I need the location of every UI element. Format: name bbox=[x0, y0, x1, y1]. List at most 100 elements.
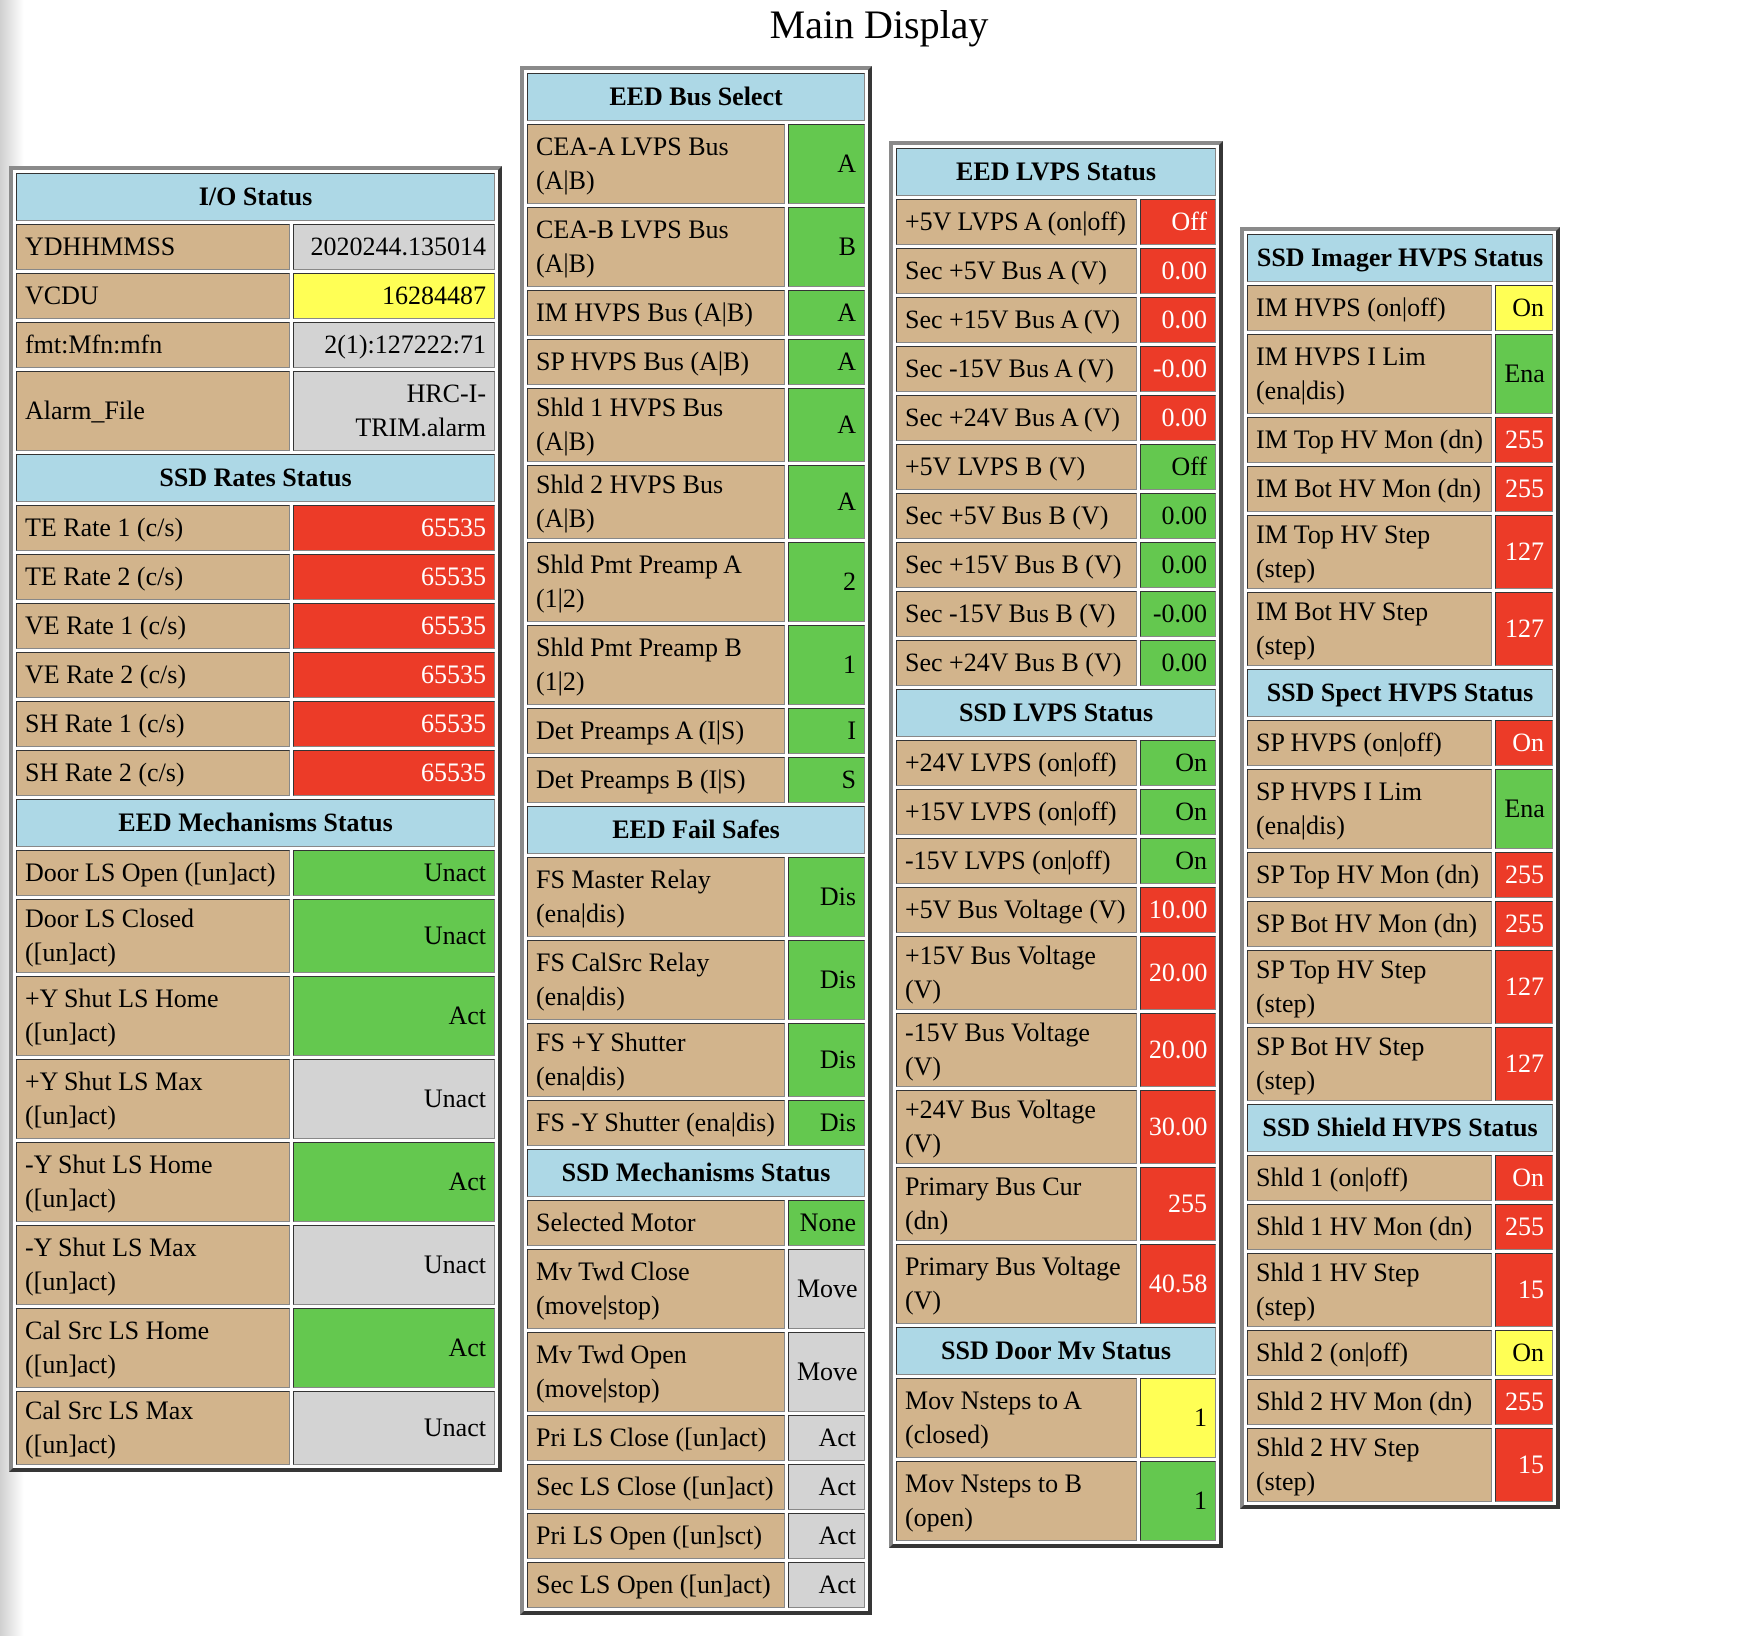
status-value: 40.58 bbox=[1139, 1244, 1216, 1324]
status-row: SH Rate 1 (c/s) 65535 bbox=[16, 701, 495, 747]
status-label: Primary Bus Voltage (V) bbox=[896, 1244, 1137, 1324]
status-row: Alarm_File HRC-I-TRIM.alarm bbox=[16, 371, 495, 451]
status-row: Pri LS Close ([un]act) Act bbox=[527, 1415, 865, 1461]
status-label: Sec +24V Bus B (V) bbox=[896, 640, 1137, 686]
status-row: Cal Src LS Max ([un]act) Unact bbox=[16, 1391, 495, 1465]
status-label: +24V LVPS (on|off) bbox=[896, 740, 1137, 786]
status-value: 0.00 bbox=[1139, 248, 1216, 294]
status-row: +Y Shut LS Max ([un]act) Unact bbox=[16, 1059, 495, 1139]
status-label: Sec LS Open ([un]act) bbox=[527, 1562, 785, 1608]
status-value: 30.00 bbox=[1139, 1090, 1216, 1164]
status-value: On bbox=[1139, 789, 1216, 835]
status-label: Sec +15V Bus A (V) bbox=[896, 297, 1137, 343]
status-value: 2(1):127222:71 bbox=[292, 322, 495, 368]
panel-eed-bus-failsafe-ssd-mech: EED Bus Select CEA-A LVPS Bus (A|B) A CEA-B… bbox=[520, 66, 872, 1615]
status-label: Shld 1 (on|off) bbox=[1247, 1155, 1493, 1201]
status-value: I bbox=[787, 708, 865, 754]
status-value: 16284487 bbox=[292, 273, 495, 319]
section-title-ssd-lvps-status: SSD LVPS Status bbox=[896, 689, 1216, 737]
status-label: Pri LS Close ([un]act) bbox=[527, 1415, 785, 1461]
section-title-ssd-spect-hvps-status: SSD Spect HVPS Status bbox=[1247, 669, 1553, 717]
status-row: -Y Shut LS Home ([un]act) Act bbox=[16, 1142, 495, 1222]
status-row: Sec +5V Bus B (V) 0.00 bbox=[896, 493, 1216, 539]
section-title-i-o-status: I/O Status bbox=[16, 173, 495, 221]
status-value: Dis bbox=[787, 940, 865, 1020]
status-row: Pri LS Open ([un]sct) Act bbox=[527, 1513, 865, 1559]
status-value: 127 bbox=[1495, 1027, 1553, 1101]
panel-lvps-door: EED LVPS Status +5V LVPS A (on|off) Off Sec… bbox=[889, 141, 1223, 1548]
status-label: TE Rate 2 (c/s) bbox=[16, 554, 290, 600]
status-value: 65535 bbox=[292, 701, 495, 747]
panel-io-rates-mechanisms: I/O Status YDHHMMSS 2020244.135014 VCDU 1628… bbox=[9, 166, 502, 1472]
status-value: 255 bbox=[1495, 417, 1553, 463]
status-value: Off bbox=[1139, 199, 1216, 245]
status-value: Move bbox=[787, 1332, 865, 1412]
status-row: Sec -15V Bus A (V) -0.00 bbox=[896, 346, 1216, 392]
status-row: SP Top HV Step (step) 127 bbox=[1247, 950, 1553, 1024]
status-row: +5V LVPS B (V) Off bbox=[896, 444, 1216, 490]
status-label: Alarm_File bbox=[16, 371, 290, 451]
status-row: SH Rate 2 (c/s) 65535 bbox=[16, 750, 495, 796]
status-row: IM Bot HV Mon (dn) 255 bbox=[1247, 466, 1553, 512]
status-row: SP HVPS (on|off) On bbox=[1247, 720, 1553, 766]
status-row: Mv Twd Close (move|stop) Move bbox=[527, 1249, 865, 1329]
status-row: VCDU 16284487 bbox=[16, 273, 495, 319]
status-row: TE Rate 2 (c/s) 65535 bbox=[16, 554, 495, 600]
section-title-ssd-imager-hvps-status: SSD Imager HVPS Status bbox=[1247, 234, 1553, 282]
section-header-row: SSD Mechanisms Status bbox=[527, 1149, 865, 1197]
status-label: Sec +15V Bus B (V) bbox=[896, 542, 1137, 588]
section-header-row: EED Bus Select bbox=[527, 73, 865, 121]
status-value: Act bbox=[787, 1464, 865, 1510]
status-value: 65535 bbox=[292, 554, 495, 600]
status-label: -Y Shut LS Max ([un]act) bbox=[16, 1225, 290, 1305]
status-value: Unact bbox=[292, 1225, 495, 1305]
status-value: A bbox=[787, 339, 865, 385]
status-value: Ena bbox=[1495, 334, 1553, 414]
status-row: Sec LS Close ([un]act) Act bbox=[527, 1464, 865, 1510]
status-label: IM Bot HV Step (step) bbox=[1247, 592, 1493, 666]
status-value: 255 bbox=[1495, 1379, 1553, 1425]
panel-table: EED LVPS Status +5V LVPS A (on|off) Off Sec… bbox=[893, 145, 1219, 1544]
status-value: 127 bbox=[1495, 592, 1553, 666]
status-label: SH Rate 2 (c/s) bbox=[16, 750, 290, 796]
status-value: 255 bbox=[1495, 852, 1553, 898]
status-row: CEA-A LVPS Bus (A|B) A bbox=[527, 124, 865, 204]
status-row: +24V Bus Voltage (V) 30.00 bbox=[896, 1090, 1216, 1164]
status-row: IM HVPS (on|off) On bbox=[1247, 285, 1553, 331]
status-label: -15V LVPS (on|off) bbox=[896, 838, 1137, 884]
status-row: Sec +15V Bus B (V) 0.00 bbox=[896, 542, 1216, 588]
status-label: IM HVPS I Lim (ena|dis) bbox=[1247, 334, 1493, 414]
status-row: Shld 1 (on|off) On bbox=[1247, 1155, 1553, 1201]
status-value: 20.00 bbox=[1139, 1013, 1216, 1087]
status-value: Unact bbox=[292, 850, 495, 896]
status-row: +Y Shut LS Home ([un]act) Act bbox=[16, 976, 495, 1056]
section-header-row: SSD Imager HVPS Status bbox=[1247, 234, 1553, 282]
status-row: FS CalSrc Relay (ena|dis) Dis bbox=[527, 940, 865, 1020]
status-row: TE Rate 1 (c/s) 65535 bbox=[16, 505, 495, 551]
status-row: Mov Nsteps to B (open) 1 bbox=[896, 1461, 1216, 1541]
status-label: CEA-A LVPS Bus (A|B) bbox=[527, 124, 785, 204]
status-row: Mv Twd Open (move|stop) Move bbox=[527, 1332, 865, 1412]
status-row: SP Bot HV Mon (dn) 255 bbox=[1247, 901, 1553, 947]
status-label: SP Bot HV Step (step) bbox=[1247, 1027, 1493, 1101]
status-row: Sec +24V Bus B (V) 0.00 bbox=[896, 640, 1216, 686]
status-value: 1 bbox=[787, 625, 865, 705]
status-value: 0.00 bbox=[1139, 297, 1216, 343]
status-row: VE Rate 1 (c/s) 65535 bbox=[16, 603, 495, 649]
panel-table: I/O Status YDHHMMSS 2020244.135014 VCDU 1628… bbox=[13, 170, 498, 1468]
status-label: Shld Pmt Preamp B (1|2) bbox=[527, 625, 785, 705]
status-value: 127 bbox=[1495, 515, 1553, 589]
status-label: Sec +5V Bus A (V) bbox=[896, 248, 1137, 294]
status-row: Det Preamps A (I|S) I bbox=[527, 708, 865, 754]
status-value: 255 bbox=[1495, 901, 1553, 947]
status-label: Shld 1 HV Step (step) bbox=[1247, 1253, 1493, 1327]
status-value: Act bbox=[787, 1415, 865, 1461]
status-value: 65535 bbox=[292, 750, 495, 796]
status-label: FS +Y Shutter (ena|dis) bbox=[527, 1023, 785, 1097]
status-label: FS CalSrc Relay (ena|dis) bbox=[527, 940, 785, 1020]
status-label: Mv Twd Open (move|stop) bbox=[527, 1332, 785, 1412]
status-label: IM Bot HV Mon (dn) bbox=[1247, 466, 1493, 512]
section-title-ssd-door-mv-status: SSD Door Mv Status bbox=[896, 1327, 1216, 1375]
section-title-eed-mechanisms-status: EED Mechanisms Status bbox=[16, 799, 495, 847]
status-value: Act bbox=[292, 976, 495, 1056]
